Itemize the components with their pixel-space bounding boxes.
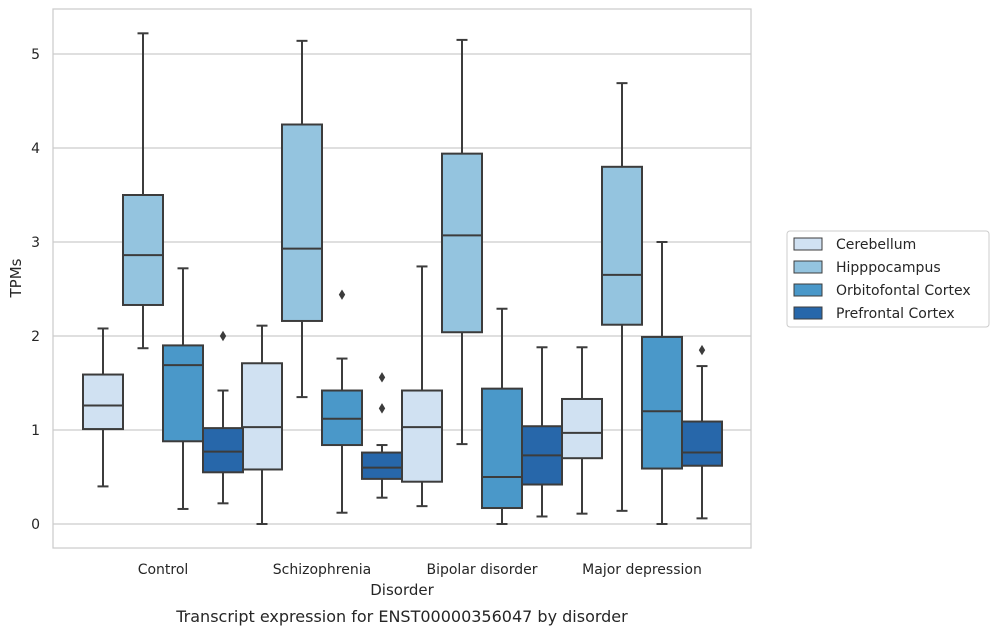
legend-entry-label: Prefrontal Cortex (836, 306, 955, 322)
box-3-3 (481, 307, 523, 525)
box-body (162, 344, 204, 443)
legend-frame (786, 230, 990, 328)
y-tick-label: 1 (31, 423, 40, 439)
box-2-4 (601, 82, 643, 512)
y-tick-label: 4 (31, 141, 40, 157)
box-2-3 (441, 38, 483, 446)
y-tick-labels: 0 1 2 3 4 5 (31, 47, 40, 533)
box-2-2 (281, 39, 323, 399)
box-4-1 (202, 330, 244, 505)
box-1-4 (561, 346, 603, 515)
y-tick-label: 2 (31, 329, 40, 345)
box-3-1 (162, 267, 204, 510)
box-body (601, 165, 643, 326)
legend-entry-label: Cerebellum (836, 237, 916, 253)
box-body (641, 335, 683, 470)
box-4-3 (521, 346, 563, 518)
legend-entry-label: Hipppocampus (836, 260, 941, 276)
outlier-point (338, 289, 346, 300)
y-tick-label: 5 (31, 47, 40, 63)
box-1-2 (241, 324, 283, 525)
box-4-4 (681, 344, 723, 520)
box-1-1 (82, 327, 124, 488)
box-body (241, 362, 283, 471)
x-tick-labels: Control Schizophrenia Bipolar disorder Majo… (138, 562, 702, 578)
legend-swatch (793, 283, 823, 297)
x-tick-label: Major depression (582, 562, 702, 578)
box-body (441, 152, 483, 334)
box-body (401, 389, 443, 483)
box-body (82, 373, 124, 431)
legend-swatch (793, 260, 823, 274)
box-3-4 (641, 241, 683, 525)
x-tick-label: Control (138, 562, 189, 578)
outlier-point (698, 344, 706, 356)
y-tick-label: 0 (31, 517, 40, 533)
y-axis-label: TPMs (7, 258, 25, 298)
box-body (481, 387, 523, 510)
chart-caption: Transcript expression for ENST0000035604… (175, 607, 628, 626)
x-axis-label: Disorder (370, 581, 434, 599)
legend-swatch (793, 306, 823, 320)
outlier-point (378, 403, 386, 414)
box-body (122, 194, 164, 306)
box-body (681, 420, 723, 467)
outlier-point (219, 330, 227, 342)
box-2-1 (122, 32, 164, 350)
box-body (361, 451, 403, 480)
x-tick-label: Schizophrenia (273, 562, 371, 578)
legend: Cerebellum Hipppocampus Orbitofontal Corte… (786, 230, 990, 328)
plot-frame (52, 8, 752, 549)
box-4-2 (361, 372, 403, 499)
box-3-2 (321, 289, 363, 514)
y-tick-label: 3 (31, 235, 40, 251)
legend-entry-label: Orbitofontal Cortex (836, 283, 971, 299)
box-body (281, 123, 323, 322)
box-body (561, 397, 603, 460)
box-1-3 (401, 265, 443, 508)
box-groups (82, 32, 723, 525)
outlier-point (378, 372, 386, 383)
x-tick-label: Bipolar disorder (426, 562, 537, 578)
legend-swatch (793, 237, 823, 251)
box-body (202, 427, 244, 474)
